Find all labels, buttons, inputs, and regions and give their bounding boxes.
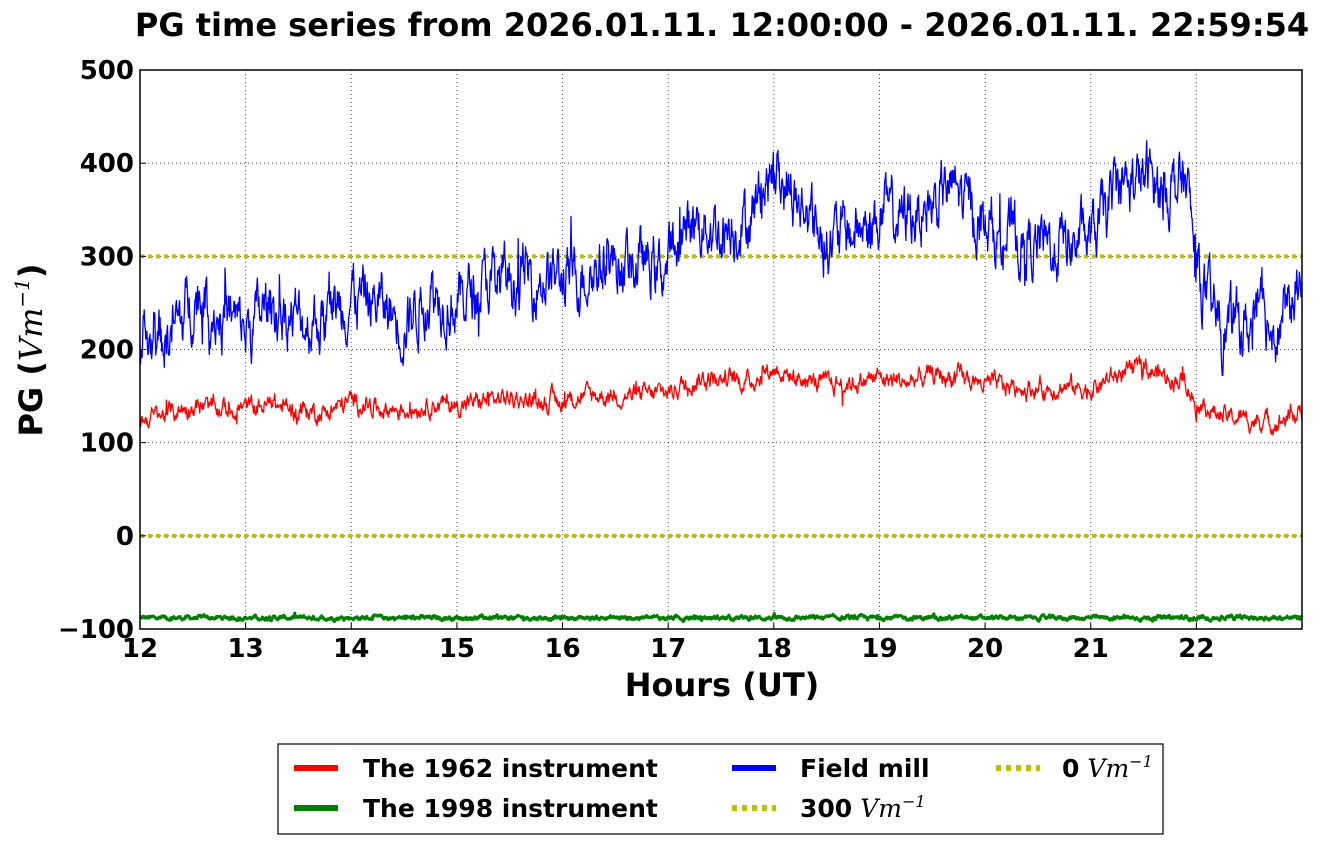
- x-tick-label: 15: [439, 634, 475, 664]
- y-tick-label: 500: [80, 56, 134, 86]
- x-axis-ticks: 12 13 14 15 16 17 18 19 20 21 22: [122, 623, 1214, 664]
- x-tick-label: 13: [228, 634, 264, 664]
- x-tick-label: 18: [756, 634, 792, 664]
- series-1998-instrument: [139, 611, 1304, 624]
- x-axis-label: Hours (UT): [625, 666, 820, 704]
- y-tick-label: 100: [80, 429, 134, 459]
- legend-label-1998: The 1998 instrument: [363, 794, 658, 823]
- y-axis-label-text: PG (: [12, 361, 50, 436]
- x-tick-label: 19: [861, 634, 897, 664]
- x-tick-label: 12: [122, 634, 158, 664]
- legend-label-300: 300 Vm−1: [800, 792, 926, 823]
- legend-box: [277, 743, 1164, 835]
- y-axis-label-close: ): [12, 263, 50, 278]
- y-tick-label: 200: [80, 336, 134, 366]
- x-tick-label: 17: [650, 634, 686, 664]
- y-axis-label-exponent: −1: [10, 278, 34, 307]
- x-tick-label: 14: [333, 634, 369, 664]
- y-axis-label: PG (Vm−1): [10, 263, 50, 436]
- series-field-mill: [139, 140, 1303, 376]
- legend: The 1962 instrument The 1998 instrument …: [277, 743, 1164, 835]
- x-tick-label: 21: [1073, 634, 1109, 664]
- legend-label-1962: The 1962 instrument: [363, 754, 658, 783]
- legend-label-0: 0 Vm−1: [1062, 752, 1153, 783]
- series-1962-instrument: [139, 355, 1303, 436]
- x-tick-label: 16: [544, 634, 580, 664]
- series-layer: [139, 140, 1304, 624]
- y-tick-label: 300: [80, 242, 134, 272]
- y-tick-label: −100: [58, 615, 134, 645]
- plot-area: [139, 69, 1304, 630]
- y-axis-ticks: −100 0 100 200 300 400 500: [58, 56, 146, 645]
- chart-title: PG time series from 2026.01.11. 12:00:00…: [135, 6, 1309, 44]
- y-tick-label: 400: [80, 149, 134, 179]
- svg-text:PG (Vm−1): PG (Vm−1): [10, 263, 50, 436]
- y-axis-label-unit: Vm: [12, 308, 50, 361]
- grid-lines: [140, 70, 1302, 629]
- y-tick-label: 0: [116, 522, 134, 552]
- x-tick-label: 22: [1178, 634, 1214, 664]
- x-tick-label: 20: [967, 634, 1003, 664]
- legend-label-field-mill: Field mill: [800, 754, 930, 783]
